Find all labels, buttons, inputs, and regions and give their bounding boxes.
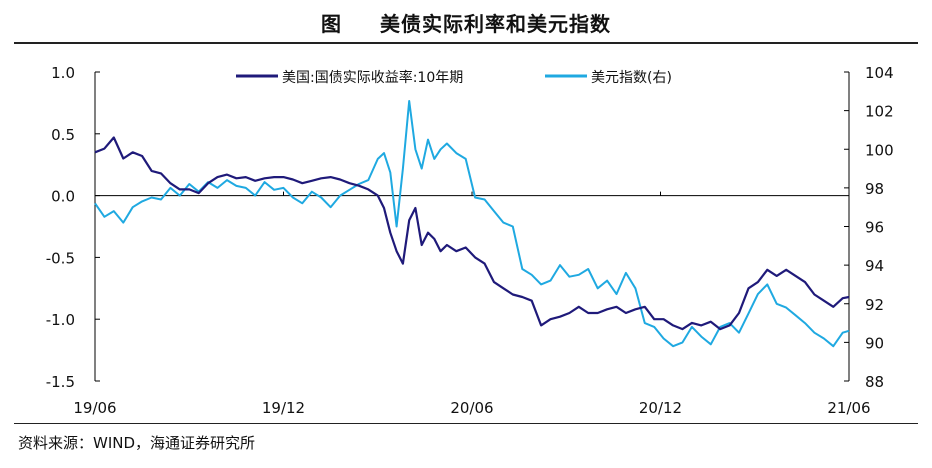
x-tick-label: 20/06 bbox=[450, 399, 493, 417]
legend: 美国:国债实际收益率:10年期 美元指数(右) bbox=[236, 69, 672, 86]
right-tick-label: 98 bbox=[865, 180, 884, 198]
right-tick-label: 92 bbox=[865, 296, 884, 314]
series-lines bbox=[94, 100, 850, 348]
right-tick-label: 100 bbox=[865, 141, 894, 159]
x-axis-ticks: 19/06 19/12 20/06 20/12 21/06 bbox=[73, 191, 871, 417]
right-tick-label: 102 bbox=[865, 103, 894, 121]
title-divider bbox=[14, 42, 918, 44]
axes bbox=[94, 72, 850, 381]
right-axis-ticks: 104 102 100 98 96 94 92 90 88 bbox=[844, 64, 894, 391]
right-tick-label: 88 bbox=[865, 373, 884, 391]
x-tick-label: 20/12 bbox=[639, 399, 682, 417]
source-divider bbox=[14, 423, 918, 424]
source-note: 资料来源：WIND，海通证券研究所 bbox=[18, 434, 256, 452]
title-prefix: 图 bbox=[321, 12, 343, 36]
right-tick-label: 94 bbox=[865, 257, 884, 275]
right-tick-label: 96 bbox=[865, 219, 884, 237]
series-line-real-yield bbox=[94, 136, 850, 331]
left-tick-label: 1.0 bbox=[51, 64, 75, 82]
right-tick-label: 104 bbox=[865, 64, 894, 82]
right-tick-label: 90 bbox=[865, 334, 884, 352]
left-tick-label: -1.5 bbox=[46, 373, 75, 391]
left-tick-label: -1.0 bbox=[46, 311, 75, 329]
left-tick-label: 0.0 bbox=[51, 188, 75, 206]
x-tick-label: 19/12 bbox=[262, 399, 305, 417]
title-text: 美债实际利率和美元指数 bbox=[379, 12, 611, 36]
left-tick-label: -0.5 bbox=[46, 249, 75, 267]
x-tick-label: 19/06 bbox=[73, 399, 116, 417]
left-tick-label: 0.5 bbox=[51, 126, 75, 144]
legend-label-real-yield: 美国:国债实际收益率:10年期 bbox=[282, 69, 463, 86]
chart-title: 图 美债实际利率和美元指数 bbox=[0, 8, 932, 37]
x-tick-label: 21/06 bbox=[827, 399, 870, 417]
series-line-dollar-index bbox=[94, 100, 850, 348]
legend-label-dollar-index: 美元指数(右) bbox=[591, 70, 672, 86]
left-axis-ticks: 1.0 0.5 0.0 -0.5 -1.0 -1.5 bbox=[46, 64, 100, 391]
